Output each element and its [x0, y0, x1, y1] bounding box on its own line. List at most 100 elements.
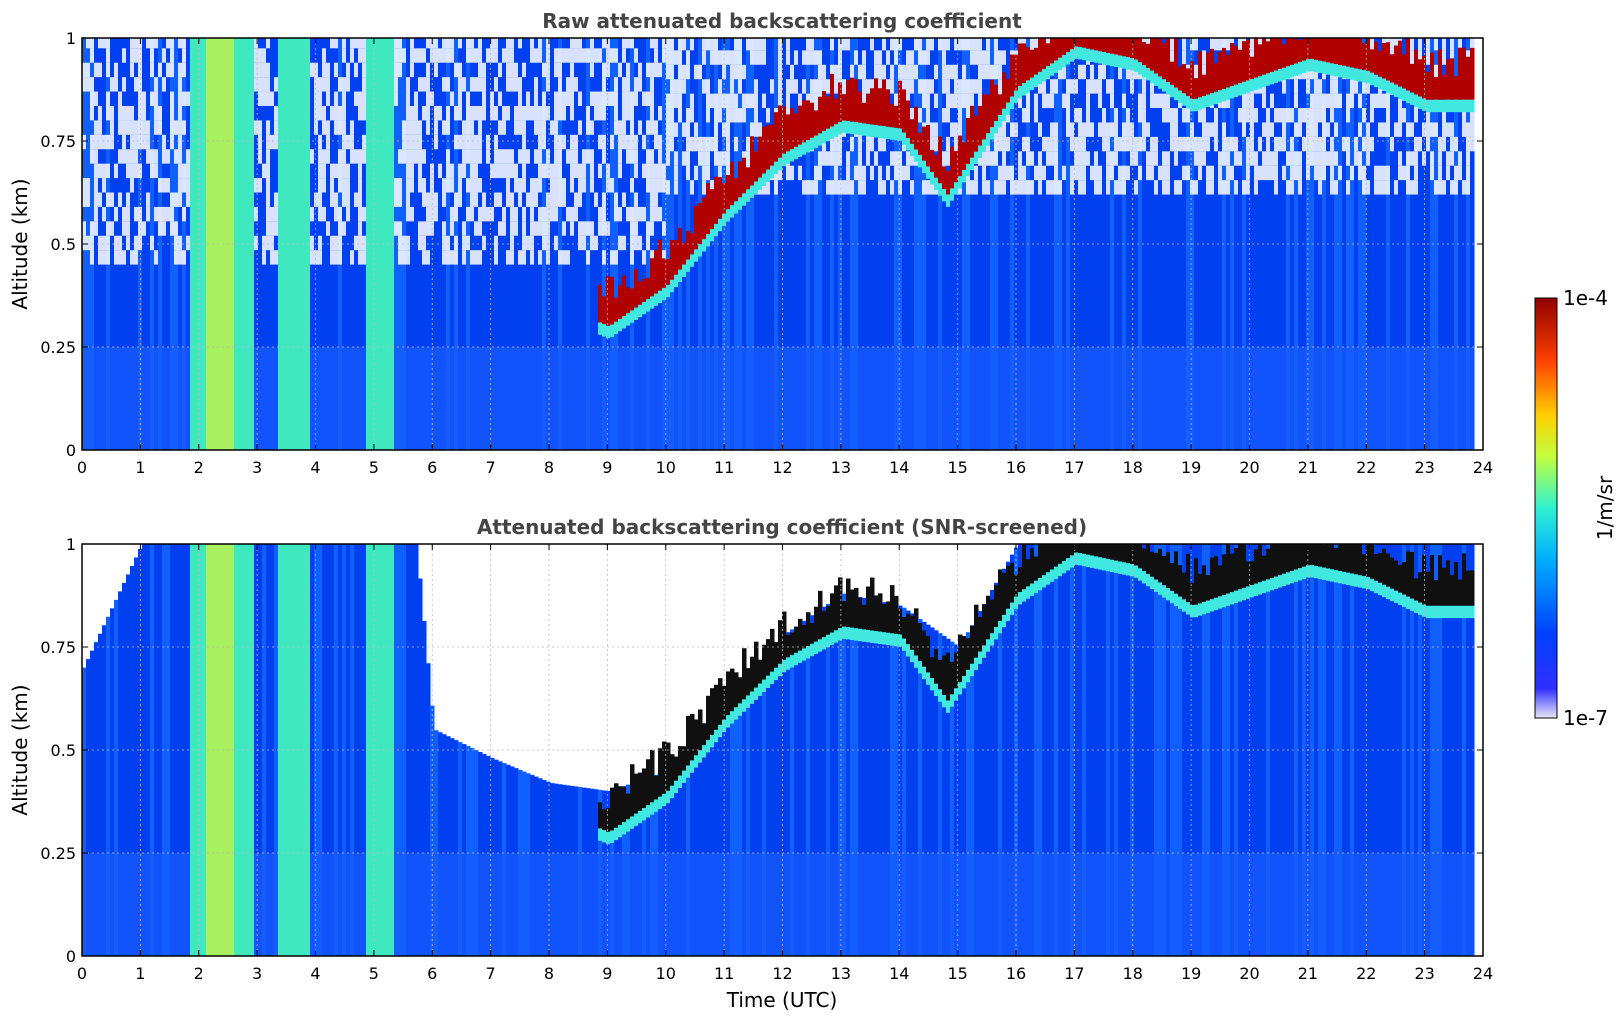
cloud-edge-cell	[1238, 589, 1243, 602]
noise-cell	[258, 91, 263, 106]
noise-cell	[1462, 108, 1467, 123]
boundary-layer-cell	[1374, 347, 1379, 450]
heatmap-column	[142, 544, 147, 956]
noise-cell	[1046, 180, 1051, 195]
cloud-cell	[914, 106, 919, 150]
heatmap-column	[782, 38, 787, 450]
cloud-edge-cell	[1230, 592, 1235, 605]
boundary-layer-cell	[1206, 347, 1211, 450]
noise-cell	[162, 134, 167, 150]
noise-cell	[1330, 151, 1335, 166]
noise-cell	[718, 108, 723, 123]
noise-cell	[166, 62, 171, 78]
cloud-edge-cell	[774, 161, 779, 175]
noise-cell	[450, 206, 455, 222]
cloud-edge-cell	[910, 649, 915, 663]
noise-cell	[1042, 93, 1047, 109]
cloud-edge-cell	[610, 830, 615, 843]
cloud-edge-cell	[1010, 602, 1015, 615]
cloud-edge-cell	[1202, 601, 1207, 615]
heatmap-column	[814, 38, 819, 450]
heatmap-column	[1042, 38, 1047, 450]
noise-cell	[650, 192, 655, 207]
noise-cell	[1110, 122, 1115, 137]
noise-cell	[418, 235, 423, 251]
cloud-cell	[734, 177, 739, 202]
noise-cell	[478, 105, 483, 121]
noise-cell	[266, 77, 271, 92]
heatmap-column	[1354, 544, 1359, 956]
cloud-edge-cell	[1206, 600, 1211, 613]
boundary-layer-cell	[1106, 853, 1111, 956]
cloud-cell	[1266, 41, 1271, 74]
cloud-cell	[1082, 544, 1087, 554]
boundary-layer-cell	[1346, 853, 1351, 956]
cloud-cell	[802, 625, 807, 649]
heatmap-column	[234, 38, 239, 450]
noise-cell	[178, 77, 183, 92]
noise-cell	[1326, 122, 1331, 137]
heatmap-column	[954, 644, 959, 956]
noise-cell	[1398, 93, 1403, 109]
noise-cell	[1402, 108, 1407, 123]
noise-cell	[90, 235, 95, 251]
boundary-layer-cell	[622, 853, 627, 956]
noise-cell	[558, 77, 563, 92]
noise-cell	[450, 91, 455, 106]
noise-cell	[514, 178, 519, 193]
boundary-layer-cell	[1310, 347, 1315, 450]
heatmap-column	[1418, 38, 1423, 450]
noise-cell	[1410, 50, 1415, 65]
cloud-cell	[1470, 47, 1475, 100]
y-tick-label: 1	[66, 535, 76, 554]
boundary-layer-cell	[478, 853, 483, 956]
boundary-layer-cell	[1246, 853, 1251, 956]
cloud-cell	[1062, 544, 1067, 561]
boundary-layer-cell	[166, 347, 171, 450]
noise-cell	[998, 122, 1003, 137]
cloud-cell	[882, 79, 887, 127]
boundary-layer-cell	[730, 347, 735, 450]
noise-cell	[666, 151, 671, 166]
noise-cell	[1330, 165, 1335, 181]
noise-cell	[582, 178, 587, 193]
noise-cell	[634, 221, 639, 236]
noise-cell	[874, 50, 879, 65]
heatmap-column	[718, 38, 723, 450]
cloud-edge-cell	[626, 819, 631, 832]
boundary-layer-cell	[990, 347, 995, 450]
noise-cell	[154, 149, 159, 164]
noise-cell	[322, 48, 327, 63]
cloud-edge-cell	[1378, 76, 1383, 90]
noise-cell	[1182, 38, 1187, 51]
cloud-edge-cell	[766, 675, 771, 689]
cloud-edge-cell	[854, 628, 859, 641]
noise-cell	[1358, 93, 1363, 109]
noise-cell	[494, 250, 499, 265]
heatmap-column	[394, 38, 399, 450]
boundary-layer-cell	[410, 347, 415, 450]
noise-cell	[558, 178, 563, 193]
noise-cell	[162, 178, 167, 193]
heatmap-column	[1382, 38, 1387, 450]
cloud-cell	[782, 106, 787, 154]
noise-cell	[442, 250, 447, 265]
cloud-edge-cell	[934, 177, 939, 191]
boundary-layer-cell	[826, 347, 831, 450]
noise-cell	[982, 180, 987, 195]
x-tick-label: 7	[486, 964, 496, 983]
boundary-layer-cell	[538, 853, 543, 956]
boundary-layer-cell	[806, 347, 811, 450]
boundary-layer-cell	[566, 853, 571, 956]
noise-cell	[626, 105, 631, 121]
noise-cell	[182, 48, 187, 63]
cloud-cell	[750, 136, 755, 186]
noise-cell	[1410, 180, 1415, 195]
noise-cell	[946, 64, 951, 80]
noise-cell	[706, 151, 711, 166]
noise-cell	[422, 250, 427, 265]
boundary-layer-cell	[614, 347, 619, 450]
cloud-cell	[686, 230, 691, 260]
noise-cell	[1362, 79, 1367, 94]
cloud-cell	[822, 610, 827, 638]
